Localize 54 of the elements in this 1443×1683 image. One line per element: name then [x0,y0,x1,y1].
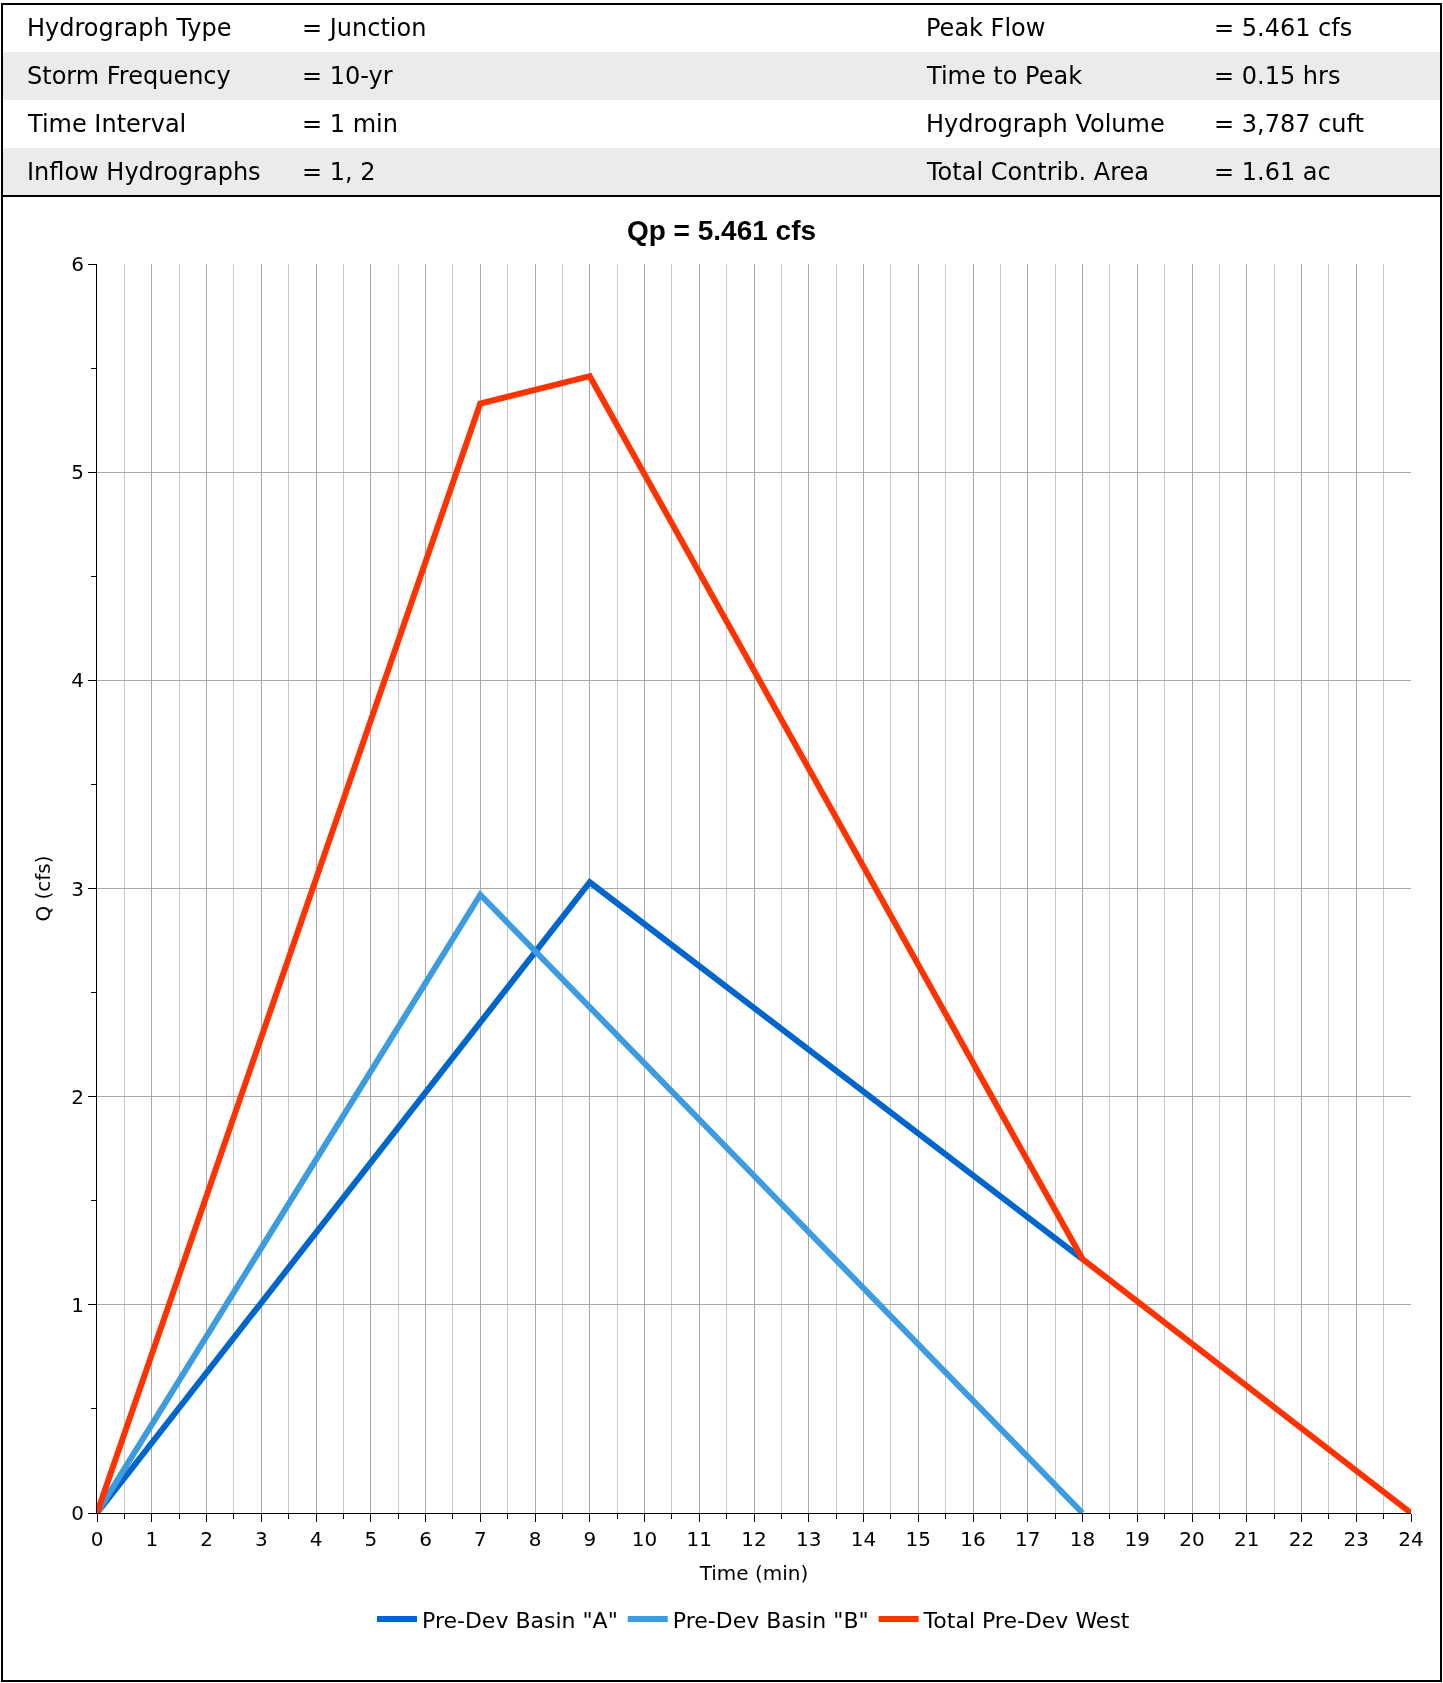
x-tick-label: 1 [145,1527,159,1551]
x-tick-label: 20 [1179,1527,1205,1551]
text: Storm Frequency [27,62,231,90]
text: = 1.61 ac [1214,158,1331,186]
x-tick-label: 10 [631,1527,658,1551]
y-tick-label: 0 [71,1501,84,1525]
x-tick-label: 15 [905,1527,931,1551]
y-tick-label: 4 [71,668,84,693]
text: Peak Flow [926,14,1046,42]
x-tick-label: 13 [796,1527,822,1551]
x-tick-label: 9 [583,1527,597,1551]
legend-label: Pre-Dev Basin "A" [422,1607,618,1633]
x-tick-label: 18 [1069,1527,1096,1551]
x-tick-label: 2 [200,1527,213,1551]
x-tick-label: 24 [1398,1527,1424,1551]
x-tick-label: 7 [473,1527,487,1551]
text: = 1 min [302,110,398,138]
y-tick-label: 2 [71,1084,84,1109]
x-tick-label: 17 [1015,1527,1041,1551]
y-tick-label: 3 [71,876,84,901]
x-tick-label: 4 [309,1527,323,1551]
x-tick-label: 12 [741,1527,767,1551]
x-tick-label: 8 [528,1527,542,1551]
text: = 10-yr [302,62,393,90]
text: Hydrograph Volume [926,110,1165,138]
y-tick-label: 1 [71,1292,84,1317]
text: Time Interval [27,110,187,138]
text: = 3,787 cuft [1214,110,1364,138]
x-tick-label: 22 [1288,1527,1315,1551]
x-tick-label: 0 [90,1527,104,1551]
x-tick-label: 21 [1234,1527,1260,1551]
legend-label: Pre-Dev Basin "B" [672,1607,869,1633]
x-tick-label: 11 [686,1527,712,1551]
x-axis-title: Time (min) [698,1560,809,1585]
x-tick-label: 5 [364,1527,378,1551]
y-tick-label: 5 [71,460,84,485]
x-tick-label: 3 [254,1527,268,1551]
y-tick-label: 6 [71,252,84,276]
text: = 0.15 hrs [1214,62,1341,90]
text: = 1, 2 [302,158,376,186]
legend-label: Total Pre-Dev West [922,1607,1130,1633]
x-tick-label: 14 [850,1527,877,1551]
x-tick-label: 19 [1124,1527,1150,1551]
text: = Junction [302,14,427,42]
y-axis-title: Q (cfs) [30,855,55,922]
text: Hydrograph Type [27,14,232,42]
x-tick-label: 16 [960,1527,986,1551]
text: Inflow Hydrographs [27,158,261,186]
text: = 5.461 cfs [1214,14,1353,42]
x-tick-label: 23 [1343,1527,1369,1551]
x-tick-label: 6 [419,1527,432,1551]
chart-title: Qp = 5.461 cfs [626,214,817,246]
text: Time to Peak [926,62,1083,90]
text: Total Contrib. Area [926,158,1149,186]
